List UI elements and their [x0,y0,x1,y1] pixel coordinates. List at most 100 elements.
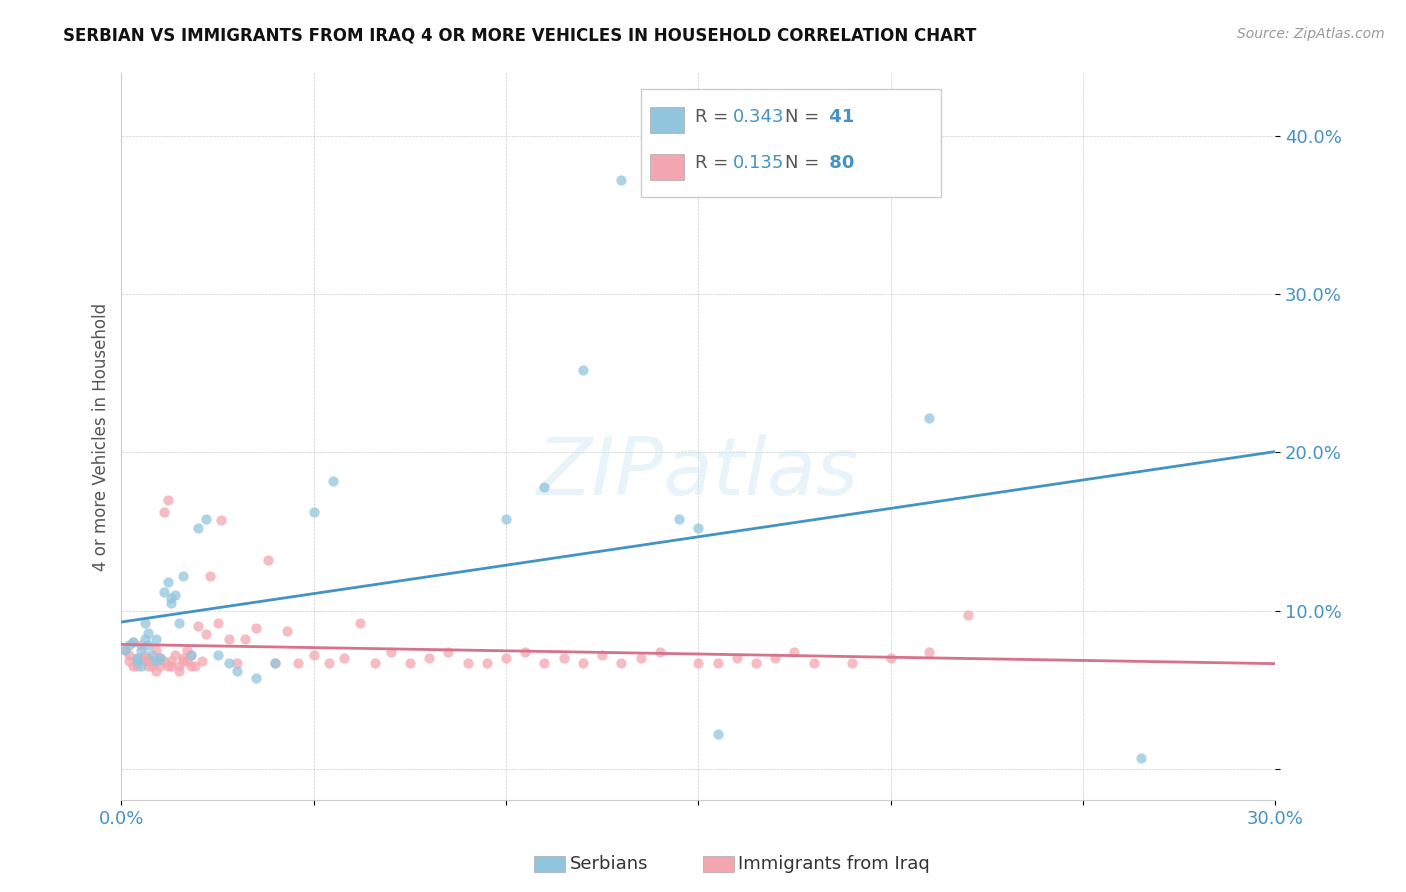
Point [114,643,136,657]
Point [149,651,172,665]
Point [515,645,537,659]
Point [745,656,768,670]
Point [475,656,498,670]
Point [841,656,863,670]
Point [125,651,148,665]
Point [195,627,218,641]
Point [183,658,205,673]
Text: 41: 41 [823,108,855,126]
Point [134,654,156,668]
Point [437,645,460,659]
Point [138,638,160,652]
Point [668,512,690,526]
Point [138,658,160,673]
Point [145,643,167,657]
Point [276,624,298,638]
Point [245,672,267,686]
Text: 0.135: 0.135 [733,154,785,172]
Text: 0.343: 0.343 [733,108,785,126]
Point [287,656,309,670]
Text: ZIPatlas: ZIPatlas [537,434,859,512]
Point [187,619,209,633]
Point [533,656,555,670]
Point [122,635,145,649]
Point [380,645,402,659]
Point [879,651,901,665]
Point [918,645,941,659]
Point [152,506,174,520]
Point [172,568,194,582]
Point [129,638,152,652]
Point [122,635,145,649]
Bar [650,153,685,180]
Point [783,645,806,659]
Point [763,651,786,665]
Point [176,654,198,668]
Point [302,506,325,520]
Text: R =: R = [695,108,734,126]
Point [630,651,652,665]
Point [156,575,179,590]
Point [591,648,613,662]
Text: SERBIAN VS IMMIGRANTS FROM IRAQ 4 OR MORE VEHICLES IN HOUSEHOLD CORRELATION CHAR: SERBIAN VS IMMIGRANTS FROM IRAQ 4 OR MOR… [63,27,977,45]
Point [533,480,555,494]
Point [149,651,172,665]
Point [245,621,267,635]
Text: Source: ZipAtlas.com: Source: ZipAtlas.com [1237,27,1385,41]
Point [156,658,179,673]
Point [495,651,517,665]
Point [457,656,479,670]
Point [572,363,595,377]
Point [160,596,183,610]
Point [138,625,160,640]
Point [141,648,163,662]
Point [333,651,356,665]
Point [688,656,710,670]
Point [318,656,340,670]
Point [118,638,141,652]
Point [134,632,156,646]
Point [399,656,422,670]
Point [495,512,517,526]
Point [141,654,163,668]
Point [129,658,152,673]
Point [180,658,202,673]
Point [572,656,595,670]
Point [165,648,187,662]
Point [956,608,979,623]
Text: R =: R = [695,154,734,172]
Text: N =: N = [785,108,825,126]
Point [176,643,198,657]
Point [322,474,344,488]
Text: Serbians: Serbians [569,855,648,873]
Point [160,658,183,673]
Point [187,521,209,535]
Point [114,643,136,657]
Point [134,648,156,662]
Point [125,651,148,665]
Text: N =: N = [785,154,825,172]
Point [180,648,202,662]
Point [129,643,152,657]
Point [118,648,141,662]
Text: Immigrants from Iraq: Immigrants from Iraq [738,855,929,873]
Point [648,645,671,659]
Point [207,616,229,631]
Point [302,648,325,662]
Point [195,512,218,526]
Point [349,616,371,631]
Point [152,654,174,668]
Point [256,553,278,567]
Point [145,632,167,646]
Point [141,658,163,673]
FancyBboxPatch shape [641,89,941,196]
Point [218,656,240,670]
Point [165,588,187,602]
Point [160,654,183,668]
Point [803,656,825,670]
Point [233,632,256,646]
Point [156,492,179,507]
Point [138,651,160,665]
Point [207,648,229,662]
Point [688,521,710,535]
